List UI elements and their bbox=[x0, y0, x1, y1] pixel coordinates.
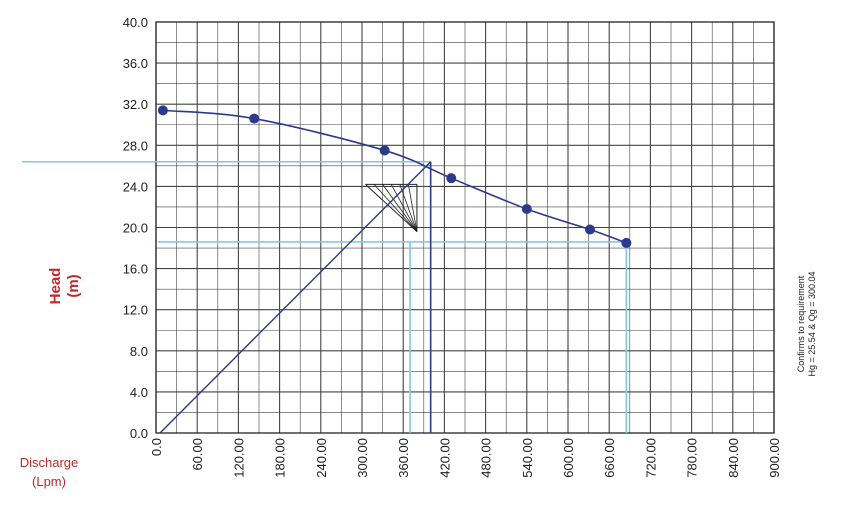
data-point bbox=[157, 105, 168, 116]
data-point bbox=[584, 224, 595, 235]
x-axis-unit: (Lpm) bbox=[32, 474, 66, 489]
hatch-stroke bbox=[390, 184, 418, 232]
hatch-region bbox=[365, 183, 418, 232]
note-line-1: Confirms to requirement bbox=[796, 275, 806, 372]
x-tick-label: 240.00 bbox=[314, 438, 329, 478]
x-tick-label: 120.00 bbox=[231, 438, 246, 478]
y-tick-label: 32.0 bbox=[123, 97, 148, 112]
data-points bbox=[157, 105, 632, 248]
pump-curve bbox=[162, 109, 627, 244]
x-tick-label: 420.00 bbox=[437, 438, 452, 478]
hatch-stroke bbox=[382, 184, 418, 232]
data-point bbox=[379, 145, 390, 156]
y-tick-labels: 0.0 4.0 8.0 12.0 16.0 20.0 24.0 28.0 32.0 36.0 40.… bbox=[123, 15, 148, 441]
data-point bbox=[621, 237, 632, 248]
x-tick-label: 600.00 bbox=[561, 438, 576, 478]
y-tick-label: 12.0 bbox=[123, 303, 148, 318]
x-tick-label: 60.00 bbox=[190, 438, 205, 471]
x-tick-label: 660.00 bbox=[602, 438, 617, 478]
y-tick-label: 4.0 bbox=[130, 385, 148, 400]
x-axis-label: Discharge bbox=[20, 455, 79, 470]
hatch-stroke bbox=[373, 184, 418, 232]
x-tick-label: 840.00 bbox=[726, 438, 741, 478]
y-tick-label: 16.0 bbox=[123, 262, 148, 277]
x-tick-labels: 0.0 60.00 120.00 180.00 240.00 300.00 360.00 42… bbox=[149, 438, 782, 478]
y-axis-label: Head bbox=[47, 268, 64, 305]
system-line bbox=[159, 161, 432, 434]
system-curve bbox=[159, 161, 432, 434]
reference-lines bbox=[22, 160, 628, 433]
note-line-2: Hg = 25.54 & Qg = 300.04 bbox=[807, 271, 817, 376]
x-tick-label: 780.00 bbox=[685, 438, 700, 478]
x-tick-label: 360.00 bbox=[396, 438, 411, 478]
x-tick-label: 300.00 bbox=[355, 438, 370, 478]
requirement-note: Confirms to requirement Hg = 25.54 & Qg … bbox=[796, 271, 817, 376]
x-tick-label: 180.00 bbox=[273, 438, 288, 478]
data-point bbox=[446, 173, 457, 184]
plot-border bbox=[155, 21, 775, 434]
pump-curve-line bbox=[162, 109, 627, 244]
y-tick-label: 28.0 bbox=[123, 138, 148, 153]
y-tick-label: 36.0 bbox=[123, 56, 148, 71]
data-point bbox=[521, 204, 532, 215]
hatch-stroke bbox=[407, 184, 418, 232]
y-tick-label: 24.0 bbox=[123, 179, 148, 194]
data-point bbox=[249, 113, 260, 124]
y-tick-label: 0.0 bbox=[130, 426, 148, 441]
y-tick-label: 20.0 bbox=[123, 221, 148, 236]
y-axis-title: Head (m) bbox=[47, 268, 82, 305]
y-axis-unit: (m) bbox=[65, 274, 82, 297]
hatch-stroke bbox=[399, 184, 418, 232]
hatch-diagonal bbox=[365, 183, 418, 232]
y-tick-label: 8.0 bbox=[130, 344, 148, 359]
y-tick-label: 40.0 bbox=[123, 15, 148, 30]
x-tick-label: 720.00 bbox=[643, 438, 658, 478]
x-tick-label: 480.00 bbox=[479, 438, 494, 478]
x-tick-label: 540.00 bbox=[520, 438, 535, 478]
x-tick-label: 0.0 bbox=[149, 438, 164, 456]
x-tick-label: 900.00 bbox=[767, 438, 782, 478]
grid bbox=[155, 21, 775, 434]
